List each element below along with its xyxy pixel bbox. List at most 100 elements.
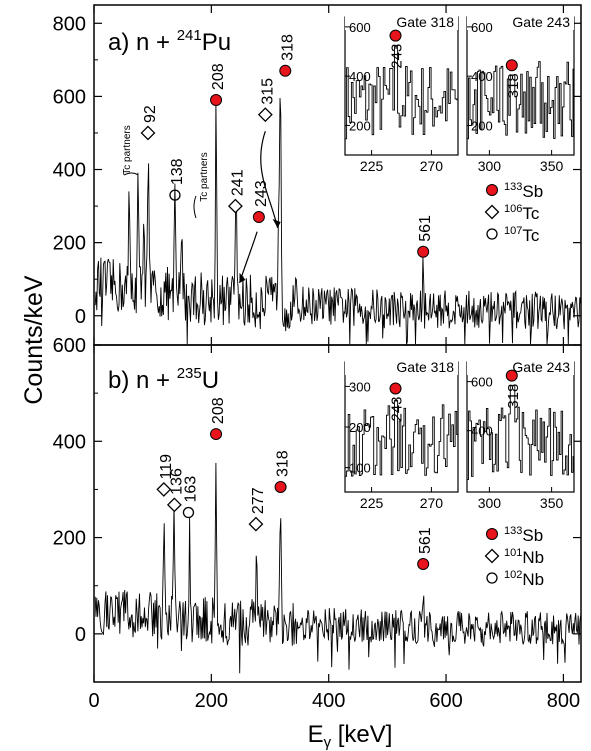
- inset-peak-label: 243: [389, 397, 406, 422]
- legend-marker-Nb: [486, 572, 498, 584]
- peak-label-561: 561: [417, 215, 434, 242]
- peak-marker-561: [417, 558, 430, 571]
- x-axis-label-sub: γ: [324, 734, 332, 751]
- peak-label-561: 561: [417, 527, 434, 554]
- inset-title: Gate 243: [512, 359, 570, 375]
- y-tick-label: 200: [53, 233, 86, 255]
- x-axis-label-unit: [keV]: [331, 721, 392, 748]
- inset-2: Gate 243 300 350 200 400 600 318: [466, 14, 575, 174]
- legend-label: 107Tc: [504, 225, 540, 245]
- legend-label: 133Sb: [504, 181, 543, 201]
- peak-marker-119: [156, 482, 172, 497]
- inset-y-tick-label: 600: [471, 375, 493, 390]
- arrow-head-315: [272, 219, 281, 229]
- inset-spectrum: [467, 61, 574, 140]
- legend-marker-Sb: [486, 184, 498, 196]
- peak-marker-163: [182, 506, 195, 519]
- peak-marker-241: [227, 198, 243, 214]
- inset-y-tick-label: 400: [349, 69, 371, 84]
- peak-marker-318: [274, 481, 287, 494]
- legend-name: Tc: [522, 226, 540, 245]
- inset-spectrum: [345, 44, 458, 140]
- inset-title-bg: [467, 16, 574, 30]
- inset-x-tick-label: 270: [420, 158, 444, 174]
- inset-spectrum: [345, 400, 458, 477]
- legend-name: Nb: [522, 548, 544, 567]
- legend-label: 102Nb: [504, 569, 544, 589]
- arrow-315: [260, 130, 279, 229]
- legend-marker-Tc: [484, 204, 500, 220]
- inset-x-tick-label: 300: [478, 158, 502, 174]
- peak-marker-136: [166, 497, 182, 513]
- peak-label-136: 136: [168, 468, 185, 495]
- legend-sup: 101: [504, 547, 522, 559]
- panel-label-tail: U: [202, 367, 219, 394]
- panel-label: b) n + 235U: [108, 365, 219, 394]
- panel-label-sup: 241: [177, 27, 202, 44]
- peak-label-92: 92: [142, 105, 159, 123]
- peak-label-208: 208: [210, 63, 227, 90]
- peak-label-163: 163: [182, 476, 199, 503]
- legend-sup: 102: [504, 569, 522, 581]
- inset-y-tick-label: 200: [349, 420, 371, 435]
- tc-partners-label-1: Tc partners: [122, 125, 133, 174]
- x-tick-label: 800: [547, 690, 580, 712]
- peak-label-318: 318: [275, 450, 292, 477]
- x-tick-label: 400: [312, 690, 345, 712]
- peak-label-315: 315: [259, 78, 276, 105]
- inset-title: Gate 243: [512, 14, 570, 30]
- inset-x-tick-label: 350: [540, 495, 564, 511]
- peak-label-241: 241: [229, 169, 246, 196]
- arrow-243: [238, 231, 258, 284]
- panel-label-text: b) n +: [108, 367, 177, 394]
- spectrum-line: [94, 97, 582, 345]
- inset-1: Gate 318 225 270 200 400 600 243: [344, 14, 459, 174]
- legend-name: Nb: [522, 570, 544, 589]
- legend-sup: 107: [504, 225, 522, 237]
- legend-marker-Sb: [486, 528, 498, 540]
- inset-y-tick-label: 600: [349, 20, 371, 35]
- inset-y-tick-label: 600: [471, 20, 493, 35]
- panel-label-text: a) n +: [108, 29, 177, 56]
- y-tick-label: 400: [53, 431, 86, 453]
- legend-marker-Nb: [484, 548, 500, 564]
- peak-label-208: 208: [210, 397, 227, 424]
- inset-title-bg: [345, 361, 458, 375]
- inset-peak-label: 318: [505, 384, 522, 409]
- y-axis-label: Counts/keV: [20, 275, 48, 405]
- x-axis-label-main: E: [308, 721, 324, 748]
- x-axis-label: Eγ [keV]: [308, 721, 393, 751]
- peak-label-138: 138: [169, 158, 186, 185]
- legend-sup: 133: [504, 525, 522, 537]
- x-tick-label: 0: [88, 690, 99, 712]
- inset-x-tick-label: 300: [478, 495, 502, 511]
- plot-frame: [93, 344, 582, 683]
- inset-peak-marker: [505, 59, 518, 72]
- inset-title: Gate 318: [396, 359, 454, 375]
- inset-y-tick-label: 400: [471, 424, 493, 439]
- inset-peak-label: 318: [505, 73, 522, 98]
- inset-2: Gate 243 300 350 400 600 318: [466, 359, 575, 511]
- peak-label-318: 318: [279, 34, 296, 61]
- y-tick-label: 800: [53, 13, 86, 35]
- inset-spectrum: [467, 384, 574, 481]
- panel-label-tail: Pu: [202, 29, 231, 56]
- tc-partners-brace-1: [123, 172, 139, 176]
- inset-1: Gate 318 225 270 100 200 300 243: [344, 359, 459, 511]
- legend-name: Tc: [522, 204, 540, 223]
- peak-marker-92: [140, 125, 156, 141]
- inset-title-bg: [345, 16, 458, 30]
- y-tick-label: 600: [53, 86, 86, 108]
- peak-marker-208: [210, 94, 223, 107]
- peak-marker-138: [169, 189, 181, 201]
- tc-partners-label-2: Tc partners: [199, 152, 210, 201]
- legend-label: 133Sb: [504, 525, 543, 545]
- inset-x-tick-label: 225: [360, 495, 384, 511]
- y-tick-label: 0: [75, 306, 86, 328]
- inset-peak-label: 243: [389, 44, 406, 69]
- peak-marker-243: [252, 211, 265, 224]
- legend-sup: 133: [504, 181, 522, 193]
- legend-label: 106Tc: [504, 203, 540, 223]
